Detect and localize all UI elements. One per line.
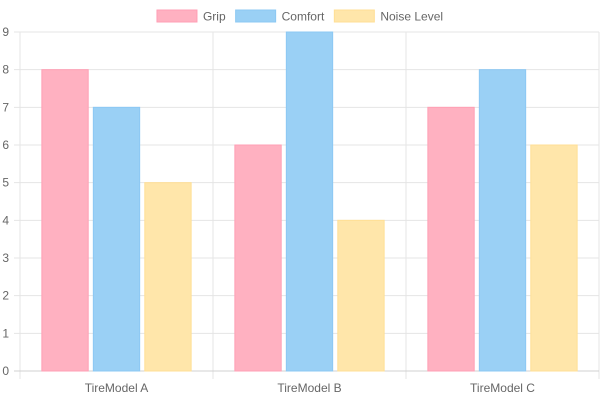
y-tick-label: 6 xyxy=(2,138,9,152)
y-tick-label: 2 xyxy=(2,289,9,303)
y-tick-label: 9 xyxy=(2,25,9,39)
legend-label: Grip xyxy=(203,10,226,24)
legend-swatch xyxy=(156,9,198,23)
bar-noise-level[interactable] xyxy=(530,144,578,372)
y-tick-label: 1 xyxy=(2,326,9,340)
y-tick-label: 0 xyxy=(2,364,9,378)
legend-label: Comfort xyxy=(282,10,325,24)
bars xyxy=(41,31,578,372)
x-tick-label: TireModel C xyxy=(470,381,535,395)
legend-item-comfort[interactable]: Comfort xyxy=(235,9,325,24)
bar-comfort[interactable] xyxy=(92,106,141,372)
legend: Grip Comfort Noise Level xyxy=(156,9,443,24)
y-tick-label: 8 xyxy=(2,63,9,77)
y-axis: 0 1 2 3 4 5 6 7 8 9 xyxy=(2,25,9,378)
y-tick-label: 5 xyxy=(2,176,9,190)
bar-noise-level[interactable] xyxy=(144,182,192,372)
y-tick-label: 3 xyxy=(2,251,9,265)
legend-label: Noise Level xyxy=(380,10,443,24)
legend-item-grip[interactable]: Grip xyxy=(156,9,226,24)
x-tick-label: TireModel A xyxy=(85,381,149,395)
y-tick-label: 4 xyxy=(2,213,9,227)
legend-item-noise-level[interactable]: Noise Level xyxy=(333,9,443,24)
y-tick-label: 7 xyxy=(2,100,9,114)
legend-swatch xyxy=(333,9,375,23)
x-axis: TireModel A TireModel B TireModel C xyxy=(14,370,599,395)
bar-comfort[interactable] xyxy=(478,69,527,372)
legend-swatch xyxy=(235,9,277,23)
bar-comfort[interactable] xyxy=(285,31,334,372)
bar-grip[interactable] xyxy=(427,106,475,372)
bar-noise-level[interactable] xyxy=(337,219,385,372)
bar-grip[interactable] xyxy=(41,69,89,372)
bar-grip[interactable] xyxy=(234,144,282,372)
x-tick-label: TireModel B xyxy=(277,381,341,395)
